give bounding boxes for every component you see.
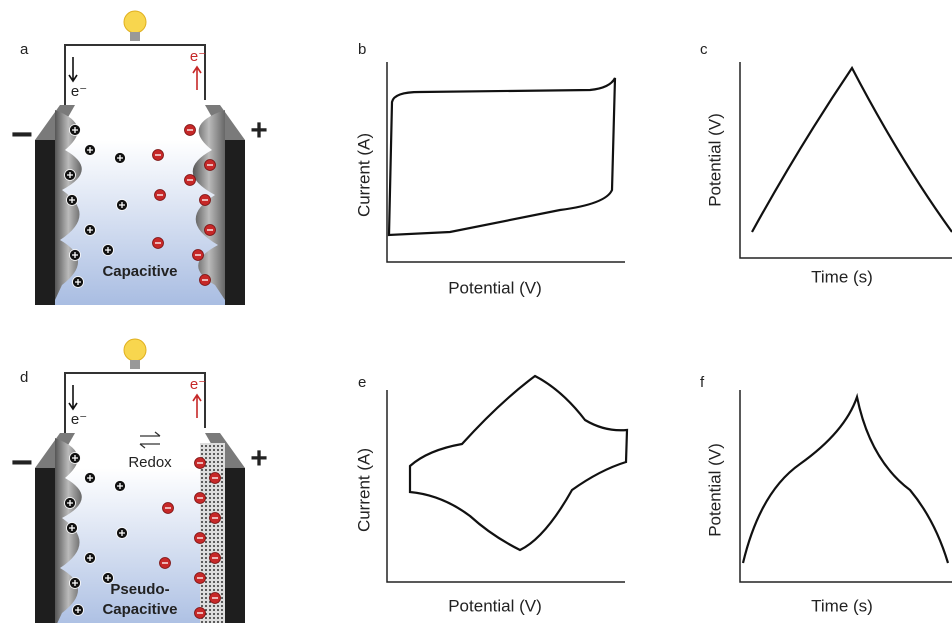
electron-label: e⁻ bbox=[71, 411, 87, 428]
cell-caption: Pseudo- bbox=[110, 581, 169, 598]
negative-terminal: − bbox=[11, 442, 33, 484]
electron-arrow bbox=[69, 385, 77, 409]
positive-terminal: + bbox=[250, 442, 268, 475]
x-axis-label: Time (s) bbox=[811, 596, 873, 615]
y-axis-label: Current (A) bbox=[354, 133, 373, 217]
x-axis-label: Time (s) bbox=[811, 267, 873, 286]
redox-label: Redox bbox=[128, 454, 172, 471]
bulb-base bbox=[130, 360, 140, 369]
axes bbox=[387, 390, 625, 582]
negative-terminal: − bbox=[11, 114, 33, 156]
y-axis-label: Potential (V) bbox=[705, 443, 724, 537]
cell-caption: Capacitive bbox=[102, 601, 177, 618]
electrode bbox=[35, 468, 55, 623]
electron-label: e⁻ bbox=[190, 48, 206, 65]
redox-arrows bbox=[140, 432, 160, 448]
axes bbox=[740, 62, 952, 258]
electrolyte bbox=[55, 468, 225, 623]
figure: b Current (A) Potential (V) c Potential … bbox=[0, 0, 952, 623]
bulb bbox=[124, 11, 146, 33]
x-axis-label: Potential (V) bbox=[448, 596, 542, 615]
bulb bbox=[124, 339, 146, 361]
charge-plot: c Potential (V) Time (s) bbox=[700, 41, 952, 287]
charge-curve bbox=[752, 68, 952, 232]
panel-label: e bbox=[358, 374, 366, 391]
panel-label: d bbox=[20, 369, 28, 386]
electron-arrow bbox=[193, 395, 201, 418]
electron-arrow bbox=[69, 57, 77, 81]
electrode bbox=[35, 140, 55, 305]
y-axis-label: Current (A) bbox=[354, 448, 373, 532]
bulb-base bbox=[130, 32, 140, 41]
cell-schematic: d − + e⁻ e⁻ Pseudo- Capacitive Redox bbox=[11, 339, 268, 623]
cv-curve bbox=[410, 376, 627, 550]
y-axis-label: Potential (V) bbox=[705, 113, 724, 207]
cell-schematic: a − + e⁻ e⁻ Capacitive bbox=[11, 11, 268, 305]
cv-plot: e Current (A) Potential (V) bbox=[354, 374, 627, 616]
cv-curve bbox=[389, 78, 615, 235]
cv-plot: b Current (A) Potential (V) bbox=[354, 41, 625, 298]
electrode bbox=[225, 468, 245, 623]
electrode bbox=[225, 140, 245, 305]
x-axis-label: Potential (V) bbox=[448, 278, 542, 297]
panel-label: b bbox=[358, 41, 366, 58]
cell-caption: Capacitive bbox=[102, 263, 177, 280]
electron-label: e⁻ bbox=[71, 83, 87, 100]
electron-label: e⁻ bbox=[190, 376, 206, 393]
panel-label: c bbox=[700, 41, 708, 58]
charge-curve bbox=[743, 397, 948, 563]
panel-label: a bbox=[20, 41, 29, 58]
panel-label: f bbox=[700, 374, 705, 391]
positive-terminal: + bbox=[250, 114, 268, 147]
electron-arrow bbox=[193, 67, 201, 90]
charge-plot: f Potential (V) Time (s) bbox=[700, 374, 952, 616]
